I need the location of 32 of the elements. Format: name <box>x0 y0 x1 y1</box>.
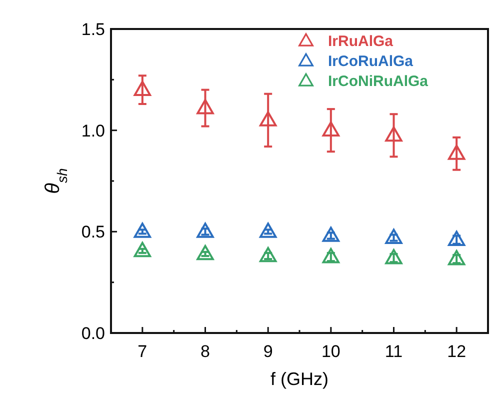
x-tick-label: 8 <box>200 342 210 361</box>
point <box>385 249 402 264</box>
point <box>259 222 277 238</box>
point <box>134 80 152 96</box>
legend-label: IrCoNiRuAlGa <box>328 73 429 90</box>
y-tick-label: 1.5 <box>81 20 105 39</box>
point <box>134 222 152 238</box>
point <box>196 222 214 238</box>
x-axis-title: f (GHz) <box>270 369 328 389</box>
point <box>385 126 402 142</box>
point <box>259 111 277 126</box>
legend-label: IrCoRuAlGa <box>328 53 414 70</box>
y-tick-label: 1.0 <box>81 121 105 140</box>
x-tick-label: 12 <box>447 342 466 361</box>
point <box>448 230 466 246</box>
x-tick-label: 7 <box>138 342 148 361</box>
point <box>322 248 340 264</box>
point <box>448 144 466 160</box>
legend-label: IrRuAlGa <box>328 33 394 50</box>
point <box>134 242 152 258</box>
x-tick-label: 11 <box>384 342 403 361</box>
x-tick-label: 9 <box>263 342 273 361</box>
point <box>259 246 277 262</box>
point <box>196 99 214 114</box>
x-tick-label: 10 <box>321 342 340 361</box>
point <box>385 228 402 244</box>
point <box>196 244 214 260</box>
point <box>322 226 340 242</box>
y-tick-label: 0.0 <box>81 324 105 343</box>
point <box>448 250 466 266</box>
point <box>322 121 340 137</box>
y-tick-label: 0.5 <box>81 222 105 242</box>
